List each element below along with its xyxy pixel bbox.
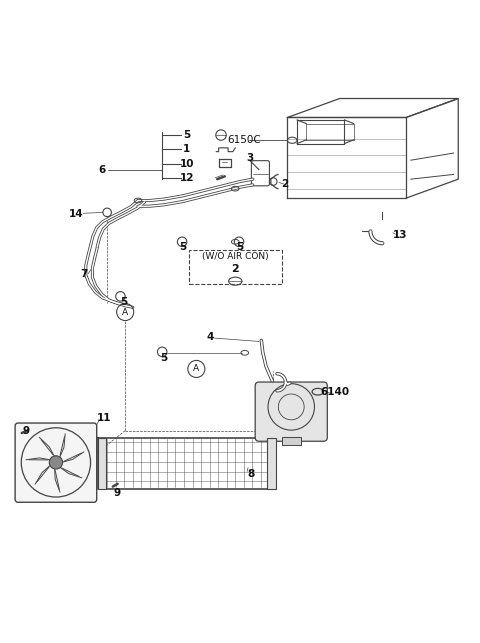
- Text: A: A: [122, 307, 128, 316]
- Text: 14: 14: [69, 209, 84, 219]
- Text: 6: 6: [99, 165, 106, 175]
- Bar: [189, 250, 281, 284]
- Text: 6140: 6140: [320, 386, 349, 397]
- Text: 13: 13: [393, 230, 408, 240]
- Text: 5: 5: [236, 242, 244, 253]
- FancyBboxPatch shape: [255, 382, 327, 441]
- Text: 11: 11: [96, 413, 111, 423]
- Text: 12: 12: [180, 173, 194, 183]
- Circle shape: [49, 456, 62, 469]
- Text: 8: 8: [247, 469, 254, 479]
- FancyBboxPatch shape: [15, 423, 96, 502]
- Text: 9: 9: [23, 426, 30, 435]
- Text: 2: 2: [281, 179, 288, 189]
- Text: 5: 5: [180, 242, 187, 253]
- Text: 5: 5: [160, 352, 168, 363]
- Text: 3: 3: [246, 153, 253, 163]
- Text: 7: 7: [81, 269, 88, 279]
- Text: 4: 4: [207, 332, 214, 341]
- Text: 1: 1: [183, 144, 191, 154]
- Bar: [97, 438, 106, 489]
- Text: 9: 9: [113, 488, 120, 498]
- Text: (W/O AIR CON): (W/O AIR CON): [202, 252, 269, 261]
- Text: 5: 5: [183, 130, 191, 140]
- Text: 2: 2: [231, 264, 239, 275]
- Bar: [267, 438, 276, 489]
- Text: 10: 10: [180, 159, 194, 168]
- Text: 6150C: 6150C: [227, 135, 261, 145]
- Bar: [282, 437, 301, 444]
- Text: A: A: [193, 365, 199, 374]
- Text: 5: 5: [120, 297, 127, 307]
